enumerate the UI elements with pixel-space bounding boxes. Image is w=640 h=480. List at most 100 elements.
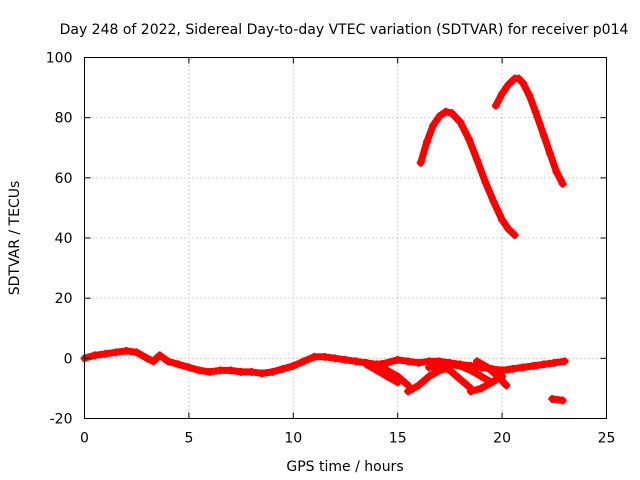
series-line: [362, 360, 402, 386]
data-point: [216, 366, 225, 375]
data-point: [456, 118, 465, 127]
data-point: [508, 364, 517, 373]
data-point: [278, 364, 287, 373]
y-tick-label: 20: [55, 291, 73, 307]
data-point: [320, 352, 329, 361]
data-point: [257, 369, 266, 378]
y-tick-label: 0: [64, 351, 73, 367]
data-point: [393, 355, 402, 364]
data-point: [164, 357, 173, 366]
data-point: [498, 215, 507, 224]
data-point: [558, 396, 567, 405]
data-point: [226, 366, 235, 375]
data-point: [550, 358, 559, 367]
data-point: [558, 179, 567, 188]
data-point: [90, 351, 99, 360]
data-point: [473, 357, 482, 366]
x-tick-label: 25: [598, 431, 616, 447]
data-point: [205, 367, 214, 376]
data-point: [414, 381, 423, 390]
data-point: [539, 360, 548, 369]
data-point: [477, 384, 486, 393]
data-point: [491, 101, 500, 110]
data-point: [111, 348, 120, 357]
series-line: [473, 357, 510, 389]
data-point: [143, 354, 152, 363]
x-tick-label: 10: [284, 431, 302, 447]
data-point: [425, 363, 434, 372]
data-point: [184, 363, 193, 372]
data-point: [514, 74, 523, 83]
data-point: [487, 378, 496, 387]
data-point: [483, 363, 492, 372]
data-point: [268, 367, 277, 376]
data-point: [548, 394, 557, 403]
data-point: [466, 387, 475, 396]
data-point: [383, 366, 392, 375]
x-tick-label: 20: [493, 431, 511, 447]
chart-title: Day 248 of 2022, Sidereal Day-to-day VTE…: [60, 22, 629, 38]
series-line: [492, 75, 567, 188]
data-point: [489, 197, 498, 206]
series-arc-high-1: [416, 107, 519, 239]
y-tick-label: 60: [55, 171, 73, 187]
data-point: [331, 354, 340, 363]
data-point: [456, 375, 465, 384]
data-point: [510, 230, 519, 239]
data-point: [414, 358, 423, 367]
data-point: [529, 361, 538, 370]
series-arc-high-2: [491, 74, 567, 188]
data-point: [422, 137, 431, 146]
data-point: [531, 107, 540, 116]
data-point: [122, 346, 131, 355]
x-axis-title: GPS time / hours: [286, 459, 403, 475]
data-point: [404, 387, 413, 396]
x-tick-label: 5: [184, 431, 193, 447]
data-point: [101, 349, 110, 358]
data-point: [393, 372, 402, 381]
data-point: [518, 363, 527, 372]
data-point: [289, 361, 298, 370]
data-point: [539, 131, 548, 140]
series-line: [373, 363, 412, 389]
y-tick-label: 40: [55, 231, 73, 247]
data-point: [477, 372, 486, 381]
data-point: [473, 155, 482, 164]
data-point: [132, 348, 141, 357]
data-point: [174, 360, 183, 369]
data-point: [195, 366, 204, 375]
x-tick-label: 15: [389, 431, 407, 447]
data-point: [560, 357, 569, 366]
data-point: [504, 80, 513, 89]
data-point: [416, 158, 425, 167]
data-point: [383, 358, 392, 367]
data-point: [435, 361, 444, 370]
data-point: [429, 121, 438, 130]
data-point: [456, 361, 465, 370]
data-point: [518, 79, 527, 88]
data-point: [149, 357, 158, 366]
data-point: [464, 134, 473, 143]
data-point: [552, 167, 561, 176]
data-point: [498, 89, 507, 98]
data-point: [504, 224, 513, 233]
data-point: [441, 107, 450, 116]
data-point: [310, 352, 319, 361]
x-tick-label: 0: [80, 431, 89, 447]
data-point: [341, 355, 350, 364]
data-point: [425, 372, 434, 381]
data-point: [299, 357, 308, 366]
data-point: [404, 357, 413, 366]
series-line: [417, 108, 519, 239]
y-tick-label: 80: [55, 111, 73, 127]
data-point: [447, 109, 456, 118]
data-point: [445, 360, 454, 369]
series-arc-g: [473, 357, 511, 390]
data-point: [481, 178, 490, 187]
data-point: [435, 112, 444, 121]
y-tick-label: 100: [46, 51, 73, 67]
data-point: [155, 351, 164, 360]
data-point: [525, 91, 534, 100]
data-point: [502, 381, 511, 390]
